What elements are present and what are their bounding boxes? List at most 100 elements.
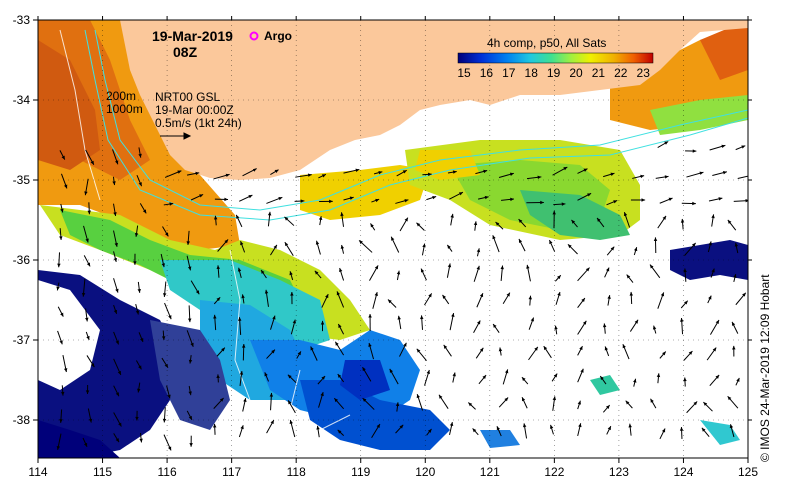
current-arrow-icon xyxy=(555,291,561,305)
current-arrow-icon xyxy=(420,315,424,330)
current-arrow-icon xyxy=(632,174,645,179)
current-arrow-icon xyxy=(57,252,61,268)
current-arrow-icon xyxy=(708,197,723,202)
lon-tick-label: 116 xyxy=(158,465,177,479)
current-arrow-icon xyxy=(685,149,697,153)
current-arrow-icon xyxy=(186,230,190,246)
current-arrow-icon xyxy=(475,169,488,175)
current-arrow-icon xyxy=(290,319,297,335)
current-arrow-icon xyxy=(135,410,139,421)
current-arrow-icon xyxy=(343,196,354,201)
current-arrow-icon xyxy=(657,141,669,148)
current-arrow-icon xyxy=(59,150,66,160)
current-arrow-icon xyxy=(496,426,502,437)
current-arrow-icon xyxy=(161,357,169,368)
current-arrow-icon xyxy=(473,221,478,231)
current-arrow-icon xyxy=(528,317,535,330)
velocity-scale-arrow-icon xyxy=(160,132,192,140)
current-arrow-icon xyxy=(596,217,605,228)
current-arrow-icon xyxy=(113,358,122,376)
lon-tick-label: 123 xyxy=(609,465,629,479)
current-arrow-icon xyxy=(85,308,89,322)
map-frame xyxy=(37,19,749,459)
current-arrow-icon xyxy=(657,215,667,229)
current-arrow-icon xyxy=(337,323,345,335)
lon-tick-label: 118 xyxy=(287,465,306,479)
current-arrow-icon xyxy=(87,408,93,423)
colorbar xyxy=(457,52,654,64)
current-arrow-icon xyxy=(389,368,399,385)
current-arrow-icon xyxy=(371,423,381,438)
current-arrow-icon xyxy=(239,370,244,387)
current-arrow-icon xyxy=(709,144,726,151)
current-arrow-icon xyxy=(416,348,427,362)
credit-line: © IMOS 24-Mar-2019 12:09 Hobart xyxy=(758,274,772,462)
current-arrow-icon xyxy=(390,236,400,253)
current-arrow-icon xyxy=(85,149,95,165)
current-arrow-icon xyxy=(260,269,267,279)
current-arrow-icon xyxy=(735,145,746,151)
current-arrow-icon xyxy=(139,432,143,443)
current-arrow-icon xyxy=(606,246,615,256)
current-arrow-icon xyxy=(495,221,504,230)
current-arrow-icon xyxy=(289,271,294,281)
current-arrow-icon xyxy=(521,376,529,385)
current-arrow-icon xyxy=(477,195,489,200)
colorbar-tick-label: 19 xyxy=(547,66,561,80)
current-arrow-icon xyxy=(526,264,531,282)
current-arrow-icon xyxy=(607,295,611,306)
current-arrow-icon xyxy=(735,292,747,306)
current-arrow-icon xyxy=(476,292,484,308)
current-arrow-icon xyxy=(701,427,710,438)
current-arrow-icon xyxy=(319,199,333,204)
current-arrow-icon xyxy=(420,268,427,281)
current-arrow-icon xyxy=(478,374,487,385)
current-arrow-icon xyxy=(266,349,276,359)
lon-tick-label: 122 xyxy=(544,465,564,479)
current-arrow-icon xyxy=(528,346,539,361)
map-hour: 08Z xyxy=(173,44,198,60)
argo-label: Argo xyxy=(264,29,292,43)
current-arrow-icon xyxy=(340,244,345,254)
current-arrow-icon xyxy=(186,330,194,347)
current-arrow-icon xyxy=(625,400,633,409)
current-arrow-icon xyxy=(371,198,380,203)
current-arrow-icon xyxy=(518,238,526,252)
current-arrow-icon xyxy=(270,169,279,176)
current-arrow-icon xyxy=(212,423,217,435)
current-arrow-icon xyxy=(602,404,611,413)
colorbar-tick-label: 20 xyxy=(569,66,583,80)
current-arrow-icon xyxy=(710,319,720,335)
velocity-scale-label: 0.5m/s (1kt 24h) xyxy=(155,116,242,130)
lat-tick-label: -35 xyxy=(13,173,31,187)
current-arrow-icon xyxy=(316,425,320,438)
current-arrow-icon xyxy=(449,312,455,331)
current-arrow-icon xyxy=(422,172,432,177)
current-arrow-icon xyxy=(60,173,68,189)
white-contours xyxy=(59,29,351,431)
current-arrow-icon xyxy=(421,243,426,256)
current-arrow-icon xyxy=(370,223,376,231)
current-arrow-icon xyxy=(213,314,217,331)
current-arrow-icon xyxy=(521,396,528,409)
current-arrow-icon xyxy=(577,192,592,201)
lon-tick-label: 119 xyxy=(351,465,370,479)
current-arrow-icon xyxy=(606,200,618,206)
current-arrow-icon xyxy=(59,409,63,423)
current-arrow-icon xyxy=(706,347,717,361)
current-arrow-icon xyxy=(186,171,200,176)
current-arrow-icon xyxy=(135,360,142,370)
current-arrow-icon xyxy=(426,195,437,201)
current-arrow-icon xyxy=(399,342,407,357)
current-arrow-icon xyxy=(498,172,514,179)
current-arrow-icon xyxy=(709,374,720,386)
model-label: NRT00 GSL xyxy=(155,90,220,104)
current-arrow-icon xyxy=(424,369,430,386)
current-arrow-icon xyxy=(387,299,397,308)
current-arrow-icon xyxy=(112,176,116,186)
current-arrow-icon xyxy=(362,397,375,410)
current-arrow-icon xyxy=(473,265,480,282)
current-arrow-icon xyxy=(549,424,554,435)
current-arrow-icon xyxy=(446,263,452,278)
current-arrow-icon xyxy=(526,200,544,205)
